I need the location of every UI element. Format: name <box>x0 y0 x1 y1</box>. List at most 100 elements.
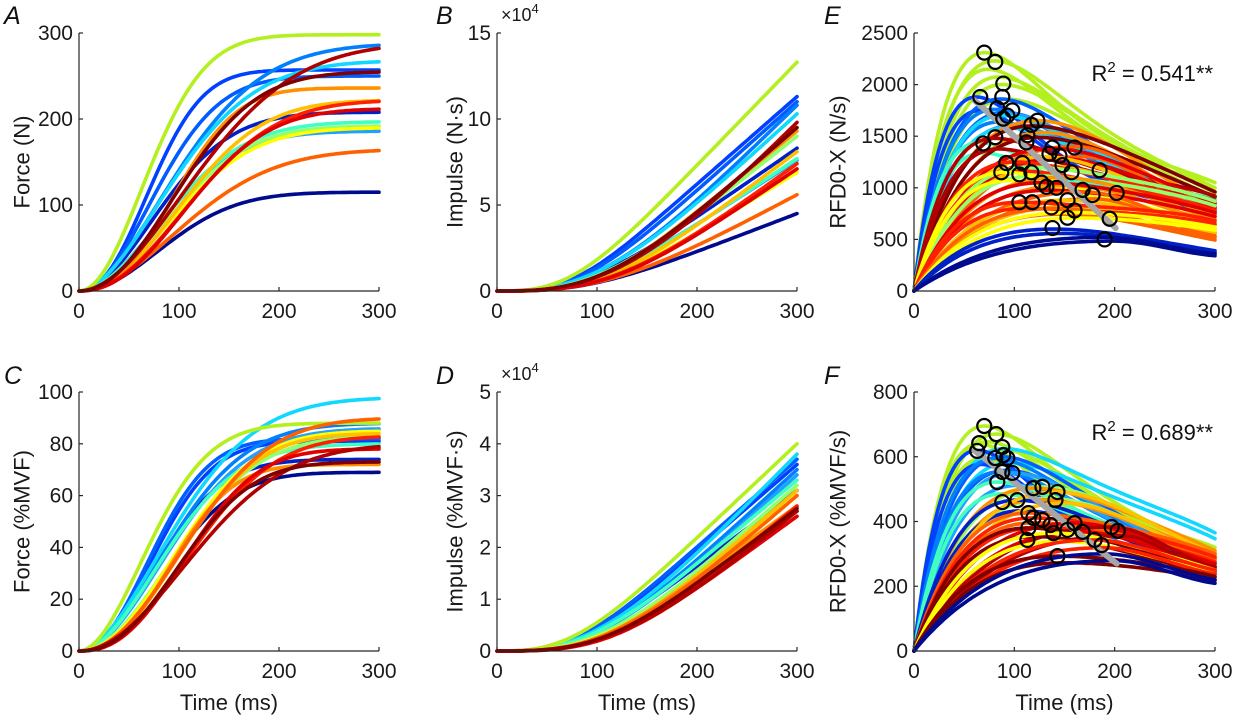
series-line-22-b <box>912 558 1217 653</box>
y-tick-label: 0 <box>896 280 908 303</box>
scatter-point <box>1009 492 1026 509</box>
x-tick-label: 0 <box>908 660 920 683</box>
r-value: = 0.541** <box>1116 61 1214 86</box>
scatter-point <box>999 107 1016 124</box>
scatter-point <box>1063 164 1080 181</box>
scatter-point <box>999 449 1016 467</box>
y-tick-label: 400 <box>873 511 908 534</box>
y-tick-label: 0 <box>61 640 73 663</box>
scatter-point <box>988 425 1005 443</box>
scatter-point <box>1101 210 1118 227</box>
y-tick-label: 2 <box>479 536 491 559</box>
scatter-point <box>1023 164 1040 181</box>
scatter-point <box>1004 102 1021 119</box>
y-tick-label: 5 <box>479 194 491 217</box>
scatter-point <box>998 154 1015 172</box>
axis-exponent: ×104 <box>501 360 539 384</box>
series-line-14 <box>77 417 381 653</box>
series-line-26 <box>912 227 1217 293</box>
series-line-18 <box>77 70 381 293</box>
series-line-27-b <box>912 239 1217 293</box>
exponent-base: ×10 <box>501 364 532 384</box>
panel-b: 0 100 200 300 0 5 10 15 ×104 Impulse (N·s) B <box>436 1 815 323</box>
y-tick-label: 800 <box>873 381 908 404</box>
panel-label: D <box>436 362 454 390</box>
scatter-point <box>1011 166 1028 183</box>
scatter-point <box>994 493 1011 511</box>
scatter-point <box>1109 522 1126 539</box>
y-tick-label: 500 <box>873 228 908 251</box>
x-tick-label: 100 <box>997 660 1032 683</box>
x-tick-label: 0 <box>491 300 503 323</box>
r-value: = 0.689** <box>1116 420 1214 445</box>
x-tick-label: 100 <box>161 660 196 683</box>
series-group <box>495 60 799 293</box>
series-line-11-b <box>912 135 1217 293</box>
x-tick-label: 300 <box>779 660 814 683</box>
series-line-7 <box>77 396 381 653</box>
r-symbol: R <box>1092 61 1108 86</box>
x-tick-label: 100 <box>997 300 1032 323</box>
series-line-13 <box>77 86 381 293</box>
scatter-point <box>1093 537 1110 554</box>
scatter-point <box>995 110 1012 127</box>
scatter-point <box>1025 480 1042 497</box>
scatter-point <box>975 135 992 152</box>
series-line-3 <box>495 462 799 653</box>
scatter-point <box>1066 139 1083 156</box>
series-line-24 <box>912 206 1217 293</box>
x-tick-label: 200 <box>261 660 296 683</box>
series-line-18 <box>495 125 799 293</box>
series-line-11 <box>77 429 381 653</box>
scatter-point <box>1018 134 1035 151</box>
scatter-point <box>1048 179 1065 196</box>
x-tick-label: 200 <box>679 300 714 323</box>
y-axis-title: RFD0-X (%MVF/s) <box>826 430 851 613</box>
exponent-power: 4 <box>532 360 539 375</box>
scatter-point <box>1038 178 1055 195</box>
y-tick-label: 5 <box>479 381 491 404</box>
scatter-point <box>1025 509 1042 527</box>
x-tick-label: 100 <box>579 300 614 323</box>
x-tick-label: 200 <box>1097 660 1132 683</box>
scatter-point <box>976 44 993 61</box>
r-symbol: R <box>1092 420 1108 445</box>
series-group <box>77 396 381 653</box>
y-tick-label: 200 <box>873 575 908 598</box>
y-tick-label: 0 <box>479 280 491 303</box>
series-line-27 <box>912 235 1217 293</box>
x-tick-label: 300 <box>361 300 396 323</box>
y-tick-label: 4 <box>479 433 491 456</box>
y-axis-title: Force (N) <box>10 116 35 209</box>
r-superscript: 2 <box>1107 418 1115 435</box>
scatter-point <box>1091 162 1108 179</box>
r-squared-annotation: R2 = 0.541** <box>1092 59 1214 86</box>
series-line-18 <box>912 526 1217 653</box>
series-line-23 <box>912 200 1217 293</box>
x-tick-label: 300 <box>1197 300 1232 323</box>
scatter-point <box>995 447 1012 464</box>
scatter-point <box>1059 209 1076 226</box>
scatter-group <box>969 417 1126 565</box>
scatter-point <box>1034 511 1051 528</box>
scatter-point <box>1023 116 1040 133</box>
series-line-14 <box>912 511 1217 653</box>
scatter-point <box>1043 199 1060 216</box>
y-tick-label: 2500 <box>861 22 908 45</box>
x-tick-label: 0 <box>908 300 920 323</box>
scatter-point <box>1049 483 1066 501</box>
scatter-point <box>976 417 993 435</box>
scatter-point <box>987 53 1004 70</box>
scatter-point <box>1019 127 1036 144</box>
scatter-point <box>969 442 986 460</box>
panel-label: B <box>436 2 453 30</box>
x-tick-label: 300 <box>361 660 396 683</box>
panel-label: E <box>824 2 841 30</box>
series-line-10 <box>495 442 799 653</box>
y-tick-label: 1 <box>479 588 491 611</box>
y-tick-label: 0 <box>896 640 908 663</box>
y-tick-label: 60 <box>50 485 73 508</box>
series-line-2 <box>912 59 1217 293</box>
